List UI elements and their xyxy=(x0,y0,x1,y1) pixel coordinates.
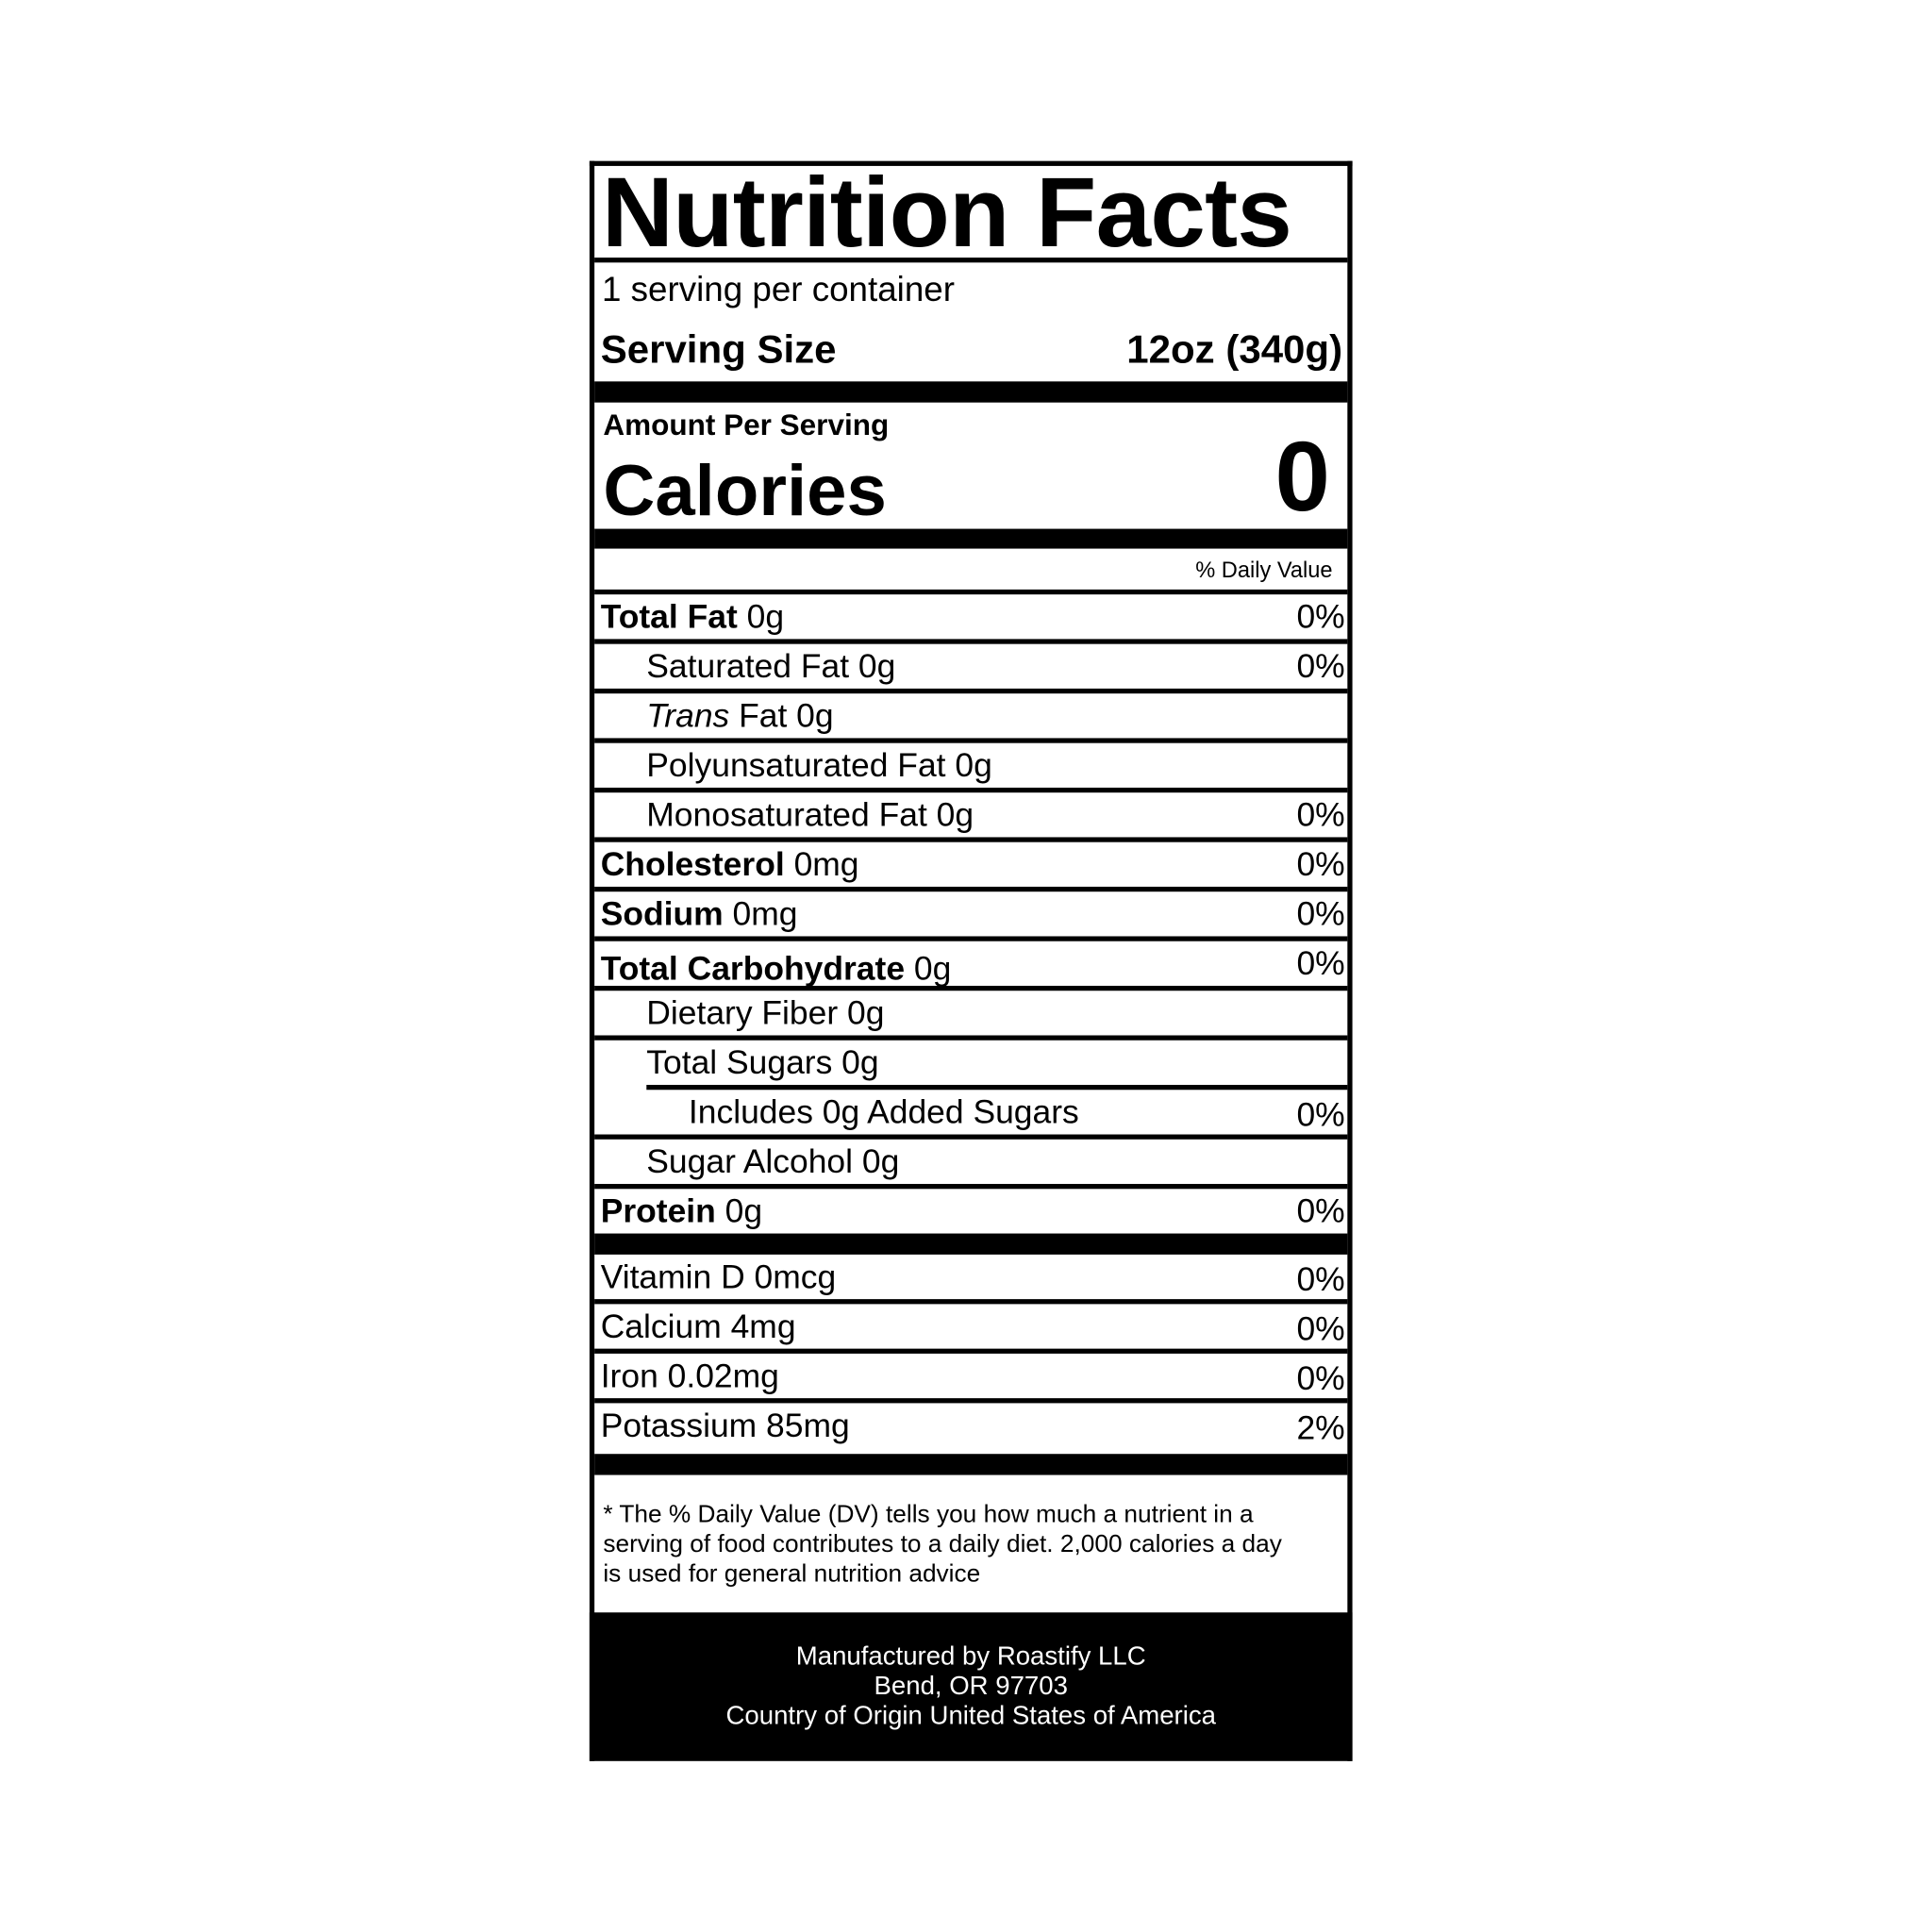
divider-thick xyxy=(594,381,1348,403)
nutrient-row-added-sugars: Includes 0g Added Sugars 0% xyxy=(594,1090,1348,1140)
nutrient-amount: 0g xyxy=(913,949,952,988)
nutrient-row-saturated-fat: Saturated Fat 0g 0% xyxy=(594,644,1348,694)
nutrition-facts-label: Nutrition Facts 1 serving per container … xyxy=(589,160,1353,1761)
nutrient-row-sugar-alcohol: Sugar Alcohol 0g xyxy=(594,1140,1348,1190)
nutrient-name: Total Sugars 0g xyxy=(646,1043,879,1082)
nutrient-amount: 0g xyxy=(746,598,785,636)
country-of-origin: Country of Origin United States of Ameri… xyxy=(725,1701,1216,1730)
nutrient-dv: 0% xyxy=(1296,944,1345,983)
vitamin-row-potassium: Potassium 85mg 2% xyxy=(594,1403,1347,1454)
vitamin-dv: 2% xyxy=(1296,1408,1345,1447)
vitamin-row-calcium: Calcium 4mg 0% xyxy=(594,1304,1348,1354)
calories-label: Calories xyxy=(603,450,887,532)
nutrient-name: Dietary Fiber 0g xyxy=(646,994,885,1032)
nutrient-row-total-carbohydrate: Total Carbohydrate 0g 0% xyxy=(594,941,1348,991)
nutrient-dv: 0% xyxy=(1296,598,1345,636)
label-title: Nutrition Facts xyxy=(594,163,1348,263)
nutrient-name: Includes 0g Added Sugars xyxy=(688,1093,1079,1131)
nutrient-row-trans-fat: Trans Fat 0g xyxy=(594,693,1348,743)
nutrient-row-total-sugars: Total Sugars 0g xyxy=(594,1041,1347,1085)
serving-size-value: 12oz (340g) xyxy=(1126,326,1343,372)
divider-thick xyxy=(594,1454,1348,1475)
calories-value: 0 xyxy=(1274,421,1330,532)
nutrient-name-italic: Trans xyxy=(646,697,730,735)
nutrient-row-dietary-fiber: Dietary Fiber 0g xyxy=(594,991,1348,1041)
nutrient-name: Protein xyxy=(600,1192,716,1230)
footnote-section: * The % Daily Value (DV) tells you how m… xyxy=(594,1475,1347,1613)
serving-info: 1 serving per container Serving Size 12o… xyxy=(594,262,1347,381)
nutrient-row-cholesterol: Cholesterol 0mg 0% xyxy=(594,842,1348,892)
vitamin-row-vitamin-d: Vitamin D 0mcg 0% xyxy=(594,1255,1348,1305)
divider-thick xyxy=(594,528,1348,549)
serving-size-label: Serving Size xyxy=(600,326,837,372)
nutrient-row-sodium: Sodium 0mg 0% xyxy=(594,891,1348,941)
nutrient-name: Cholesterol xyxy=(600,845,785,884)
manufacturer-name: Manufactured by Roastify LLC xyxy=(795,1641,1146,1671)
vitamin-name: Vitamin D 0mcg xyxy=(600,1257,837,1296)
nutrient-dv: 0% xyxy=(1296,1192,1345,1230)
vitamin-row-iron: Iron 0.02mg 0% xyxy=(594,1354,1348,1404)
vitamin-dv: 0% xyxy=(1296,1309,1345,1348)
nutrient-row-total-fat: Total Fat 0g 0% xyxy=(594,594,1348,644)
divider-thick xyxy=(594,1233,1348,1255)
servings-per-container: 1 serving per container xyxy=(602,270,955,308)
footnote-text: * The % Daily Value (DV) tells you how m… xyxy=(603,1501,1282,1589)
nutrient-dv: 0% xyxy=(1296,895,1345,933)
nutrient-dv: 0% xyxy=(1296,796,1345,834)
vitamin-name: Iron 0.02mg xyxy=(600,1357,779,1395)
vitamin-name: Calcium 4mg xyxy=(600,1307,796,1345)
nutrient-name: Total Carbohydrate xyxy=(600,949,906,988)
nutrient-name: Sugar Alcohol 0g xyxy=(646,1142,900,1181)
vitamin-dv: 0% xyxy=(1296,1260,1345,1298)
daily-value-header: % Daily Value xyxy=(594,549,1348,595)
nutrient-name: Sodium xyxy=(600,895,724,933)
manufacturer-footer: Manufactured by Roastify LLC Bend, OR 97… xyxy=(589,1612,1353,1761)
vitamin-dv: 0% xyxy=(1296,1359,1345,1397)
nutrient-amount: 0g xyxy=(724,1192,763,1230)
divider xyxy=(646,1085,1348,1091)
nutrient-name: Polyunsaturated Fat 0g xyxy=(646,746,992,785)
nutrient-row-monosaturated-fat: Monosaturated Fat 0g 0% xyxy=(594,792,1348,842)
nutrient-row-protein: Protein 0g 0% xyxy=(594,1189,1347,1233)
nutrient-name: Fat 0g xyxy=(729,697,834,735)
manufacturer-address: Bend, OR 97703 xyxy=(874,1672,1068,1701)
nutrient-row-polyunsaturated-fat: Polyunsaturated Fat 0g xyxy=(594,743,1348,793)
nutrient-amount: 0mg xyxy=(732,895,798,933)
nutrient-amount: 0mg xyxy=(793,845,859,884)
nutrient-name: Total Fat xyxy=(600,598,738,636)
vitamin-name: Potassium 85mg xyxy=(600,1407,850,1444)
amount-per-serving: Amount Per Serving xyxy=(603,408,890,442)
nutrient-name: Monosaturated Fat 0g xyxy=(646,796,974,834)
calories-section: Amount Per Serving Calories 0 xyxy=(594,403,1347,531)
nutrient-dv: 0% xyxy=(1296,1095,1345,1134)
nutrient-name: Saturated Fat 0g xyxy=(646,647,896,685)
nutrient-dv: 0% xyxy=(1296,845,1345,884)
nutrient-dv: 0% xyxy=(1296,647,1345,685)
